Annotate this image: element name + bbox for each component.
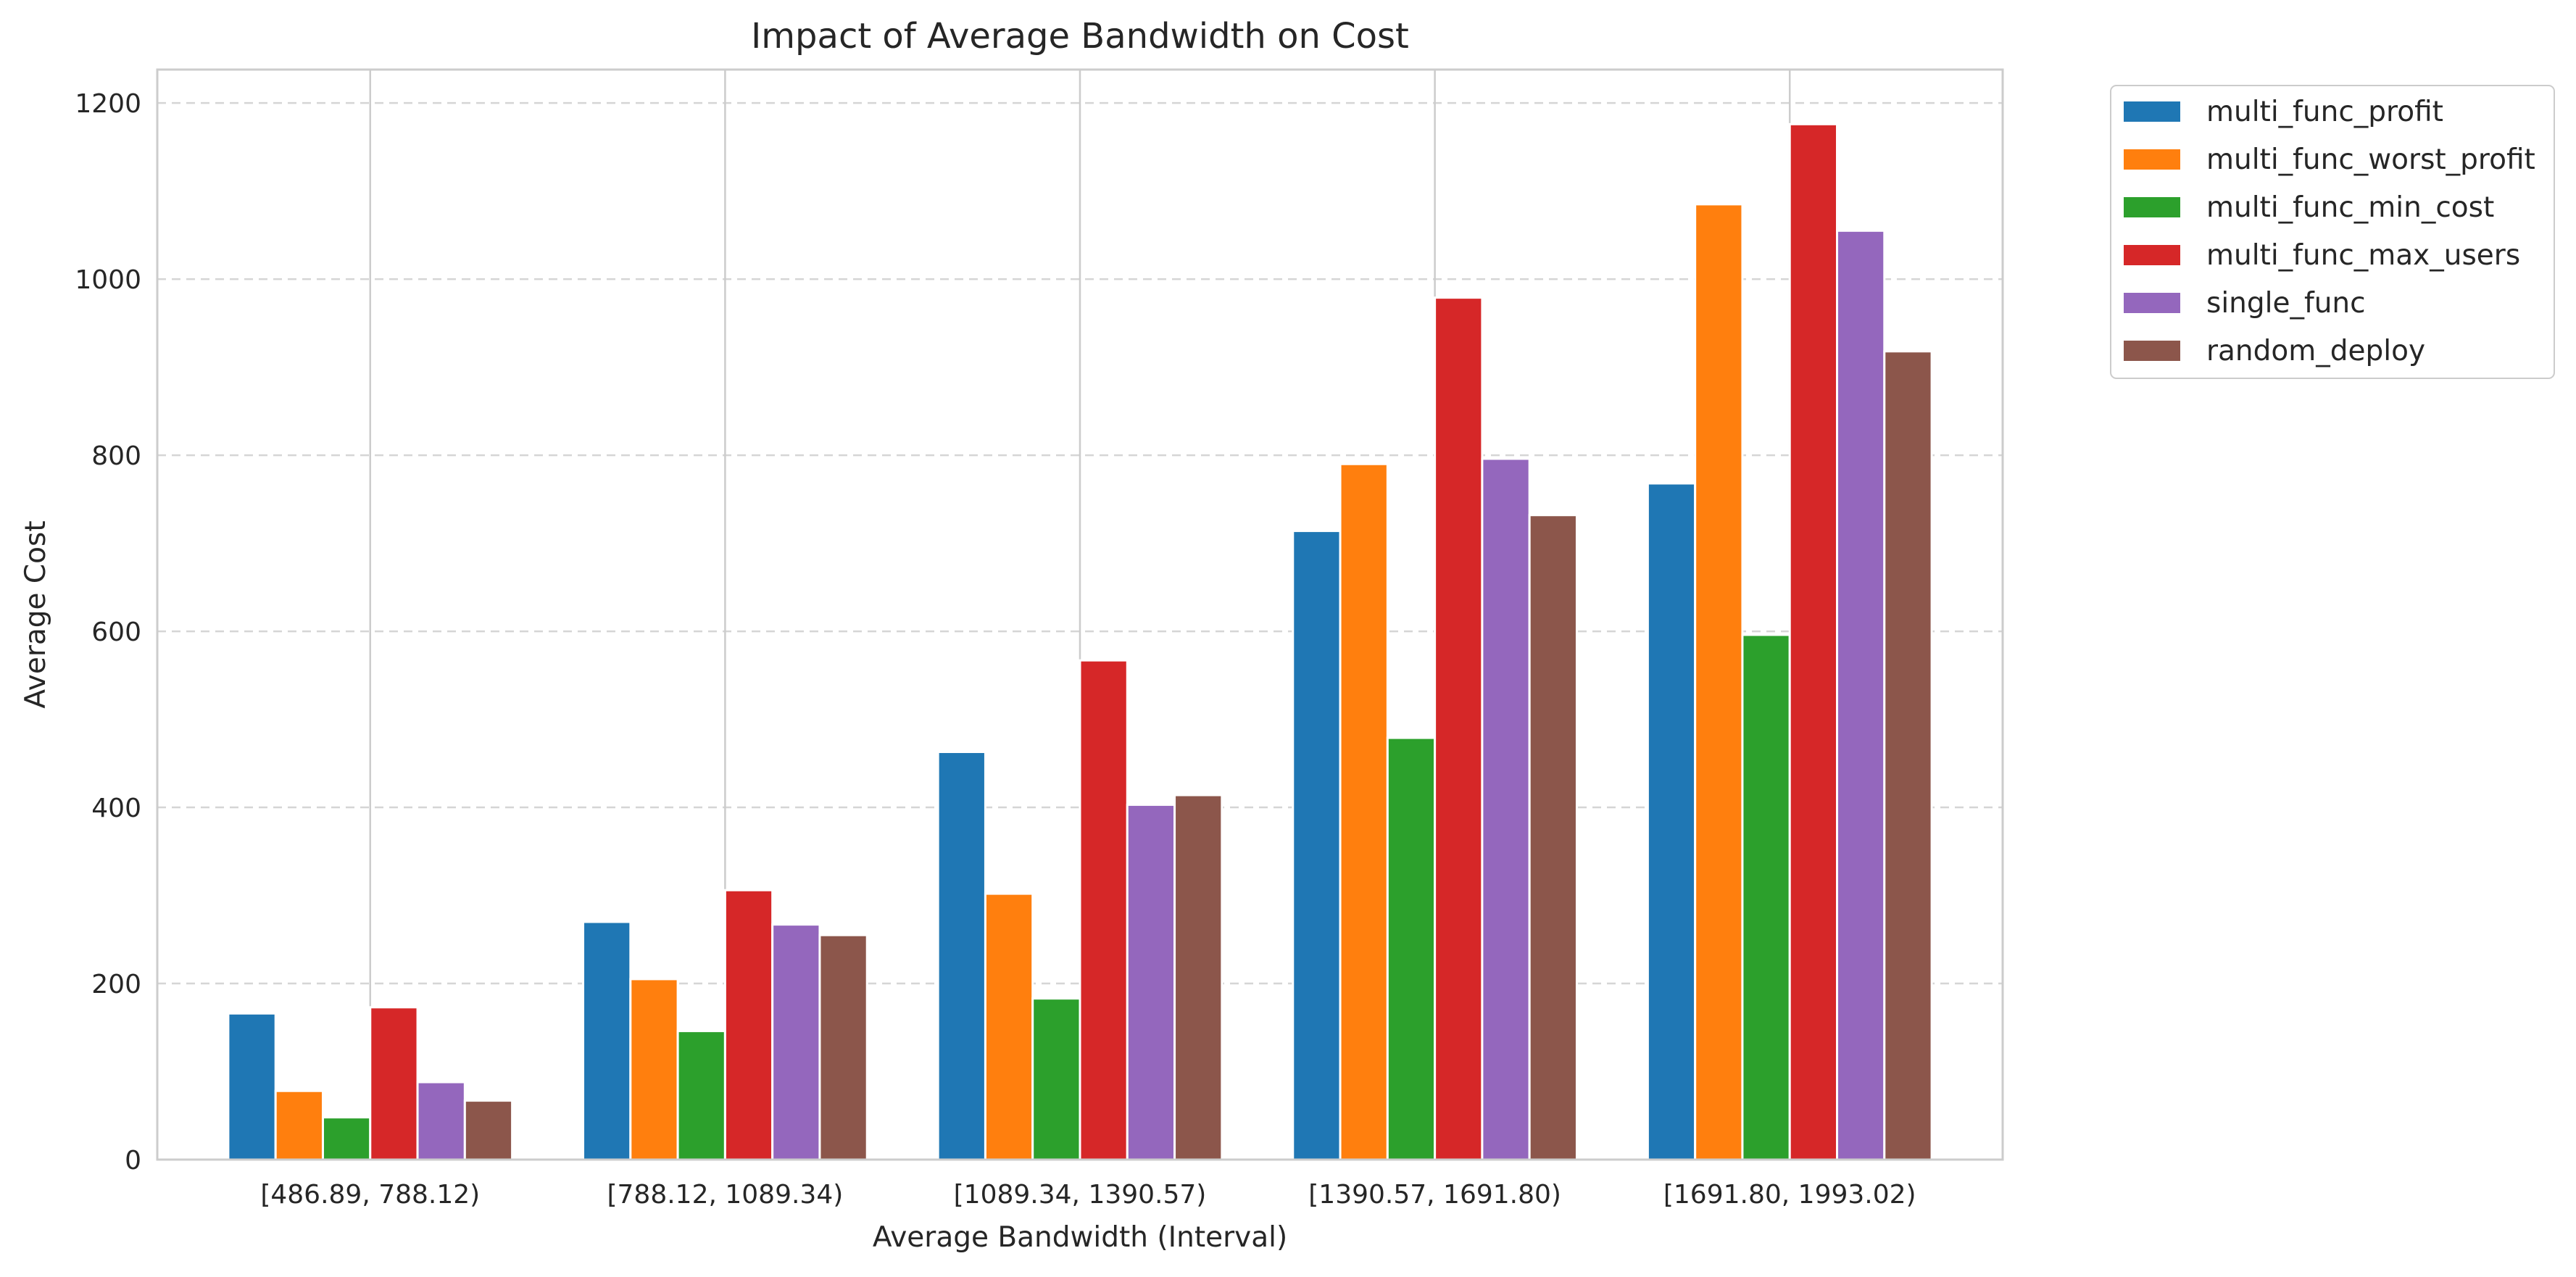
bar-single_func-0 [416,1081,466,1161]
bar-multi_func_min_cost-1 [676,1030,726,1161]
y-axis-title: Average Cost [20,520,52,708]
bar-multi_func_min_cost-0 [321,1116,372,1161]
x-tick-label: [1691.80, 1993.02) [1663,1180,1916,1210]
y-tick-label: 800 [91,441,141,471]
axes-frame [156,68,2004,1161]
bar-single_func-3 [1481,457,1531,1161]
x-tick-label: [788.12, 1089.34) [607,1180,843,1210]
x-tick-label: [1089.34, 1390.57) [954,1180,1207,1210]
bar-multi_func_profit-1 [582,920,632,1161]
y-tick-label: 400 [91,794,141,823]
bar-multi_func_worst_profit-3 [1339,462,1389,1161]
bar-multi_func_profit-2 [936,751,986,1161]
bar-random_deploy-2 [1173,794,1223,1161]
legend-label-multi_func_profit: multi_func_profit [2206,96,2443,128]
bar-multi_func_profit-0 [227,1012,277,1161]
legend-swatch-single_func [2124,293,2180,313]
bar-multi_func_min_cost-4 [1741,633,1791,1161]
legend-label-single_func: single_func [2206,287,2366,320]
bar-multi_func_worst_profit-1 [629,978,679,1161]
bar-single_func-4 [1836,229,1886,1161]
x-tick-label: [486.89, 788.12) [260,1180,480,1210]
y-axis-ticks: 0 200 400 600 800 1000 1200 [75,89,141,1176]
bar-multi_func_max_users-1 [723,889,774,1161]
x-axis-ticks: [486.89, 788.12) [788.12, 1089.34) [1089.3… [260,1180,1916,1210]
y-tick-label: 1000 [75,265,141,295]
y-tick-label: 600 [91,617,141,647]
bar-single_func-1 [771,923,821,1161]
legend-swatch-multi_func_profit [2124,101,2180,122]
legend-swatch-multi_func_max_users [2124,245,2180,265]
bar-random_deploy-4 [1883,350,1933,1161]
bar-random_deploy-0 [463,1099,514,1161]
legend-swatch-multi_func_worst_profit [2124,149,2180,170]
bar-multi_func_max_users-2 [1079,659,1129,1161]
y-tick-label: 0 [125,1146,141,1176]
bar-multi_func_min_cost-3 [1386,736,1437,1161]
y-tick-label: 200 [91,970,141,999]
bar-single_func-2 [1126,803,1176,1161]
chart-title: Impact of Average Bandwidth on Cost [751,16,1409,57]
bar-multi_func_worst_profit-2 [984,892,1034,1161]
bar-multi_func_profit-3 [1292,530,1342,1161]
bar-random_deploy-1 [818,933,868,1161]
y-tick-label: 1200 [75,89,141,119]
x-axis-title: Average Bandwidth (Interval) [873,1221,1287,1254]
legend-label-multi_func_max_users: multi_func_max_users [2206,239,2520,272]
legend-swatch-multi_func_min_cost [2124,197,2180,217]
legend-label-random_deploy: random_deploy [2206,335,2425,367]
bar-multi_func_worst_profit-0 [274,1089,324,1161]
legend-label-multi_func_min_cost: multi_func_min_cost [2206,191,2494,224]
bar-multi_func_worst_profit-4 [1694,203,1744,1161]
legend-label-multi_func_worst_profit: multi_func_worst_profit [2206,143,2535,176]
bar-multi_func_max_users-4 [1788,122,1839,1161]
x-tick-label: [1390.57, 1691.80) [1308,1180,1561,1210]
bar-multi_func_min_cost-2 [1031,997,1081,1161]
bar-multi_func_max_users-0 [369,1006,419,1161]
bar-multi_func_profit-4 [1646,482,1697,1161]
legend-box [2110,85,2555,379]
legend-swatch-random_deploy [2124,341,2180,361]
legend: multi_func_profit multi_func_worst_profit… [2110,85,2555,379]
bars [227,122,1933,1161]
bar-random_deploy-3 [1528,514,1578,1161]
bar-multi_func_max_users-3 [1434,296,1484,1161]
